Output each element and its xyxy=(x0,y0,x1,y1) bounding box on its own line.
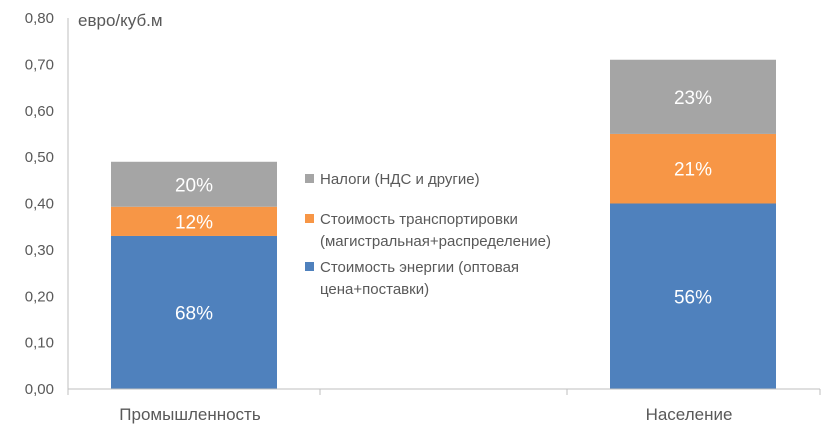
bar-segment-label: 23% xyxy=(674,88,712,109)
y-tick-label: 0,00 xyxy=(25,381,54,398)
legend-swatch xyxy=(305,174,314,183)
bar-segment-label: 56% xyxy=(674,287,712,308)
legend-swatch xyxy=(305,262,314,271)
y-tick-label: 0,50 xyxy=(25,149,54,166)
legend-label: Стоимость энергии (оптовая xyxy=(320,259,519,276)
category-labels: Промышленность Население xyxy=(119,405,732,424)
y-tick-label: 0,40 xyxy=(25,196,54,213)
bar-segment-label: 12% xyxy=(175,212,213,233)
bar-segment xyxy=(111,161,277,207)
y-axis-ticks: 0,00 0,10 0,20 0,30 0,40 0,50 0,60 0,70 0,80 xyxy=(25,10,54,398)
bar-segment-label: 21% xyxy=(674,160,712,181)
y-tick-label: 0,20 xyxy=(25,288,54,305)
y-tick-label: 0,70 xyxy=(25,56,54,73)
bar-segment xyxy=(111,235,277,389)
category-label: Промышленность xyxy=(119,405,261,424)
bar-segment xyxy=(111,206,277,236)
y-axis-unit-label: евро/куб.м xyxy=(78,11,163,30)
y-tick-label: 0,60 xyxy=(25,103,54,120)
legend: Налоги (НДС и другие) Стоимость транспорт… xyxy=(305,171,551,298)
bar-segment xyxy=(610,59,776,134)
bar-segment-label: 20% xyxy=(175,175,213,196)
bar-segment xyxy=(610,133,776,204)
legend-label: Налоги (НДС и другие) xyxy=(320,171,480,188)
bars-group: 68% 12% 20% 56% 21% 23% xyxy=(111,59,776,389)
bar-segment xyxy=(610,203,776,389)
axes-group xyxy=(67,18,821,395)
legend-label: цена+поставки) xyxy=(320,281,429,298)
legend-label: Стоимость транспортировки xyxy=(320,211,518,228)
legend-swatch xyxy=(305,214,314,223)
legend-label: (магистральная+распределение) xyxy=(320,233,551,250)
y-tick-label: 0,80 xyxy=(25,10,54,27)
bar-segment-label: 68% xyxy=(175,303,213,324)
category-label: Население xyxy=(646,405,733,424)
y-tick-label: 0,30 xyxy=(25,242,54,259)
y-tick-label: 0,10 xyxy=(25,335,54,352)
